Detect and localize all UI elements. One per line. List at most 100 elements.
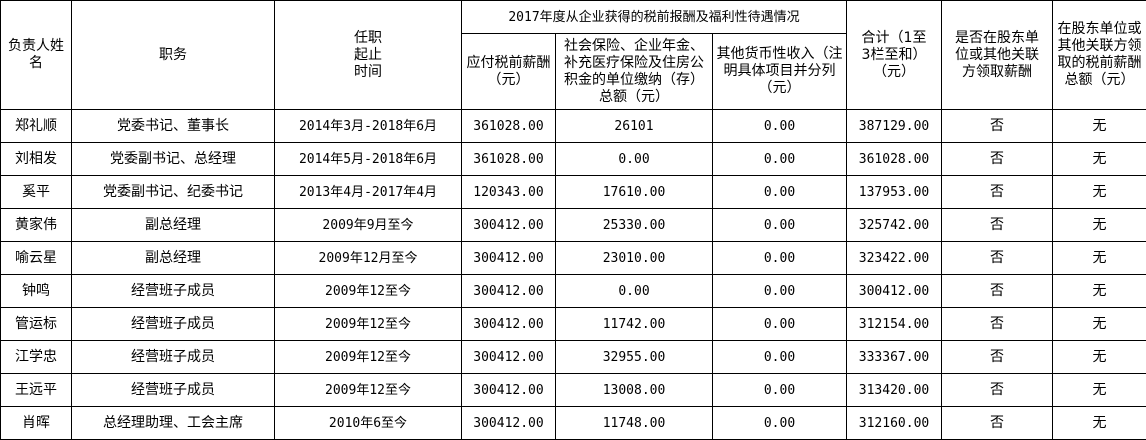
cell-name: 黄家伟: [0, 208, 72, 242]
header-total: 合计（1至3栏至和）（元）: [846, 0, 943, 110]
cell-name: 江学忠: [0, 340, 72, 374]
cell-shareholder: 否: [941, 406, 1054, 440]
cell-salary: 300412.00: [461, 406, 556, 440]
cell-salary: 361028.00: [461, 142, 556, 176]
cell-shareholder: 否: [941, 373, 1054, 407]
cell-total: 313420.00: [846, 373, 943, 407]
header-insurance: 社会保险、企业年金、补充医疗保险及住房公积金的单位缴纳（存）总额（元）: [555, 33, 713, 110]
cell-total: 387129.00: [846, 109, 943, 143]
header-name: 负责人姓名: [0, 0, 72, 110]
cell-other: 0.00: [711, 142, 848, 176]
cell-shareholder: 否: [941, 175, 1054, 209]
cell-amount: 无: [1052, 373, 1146, 407]
cell-term: 2014年5月-2018年6月: [274, 142, 462, 176]
cell-insurance: 0.00: [555, 142, 713, 176]
cell-other: 0.00: [711, 340, 848, 374]
cell-shareholder: 否: [941, 142, 1054, 176]
cell-position: 副总经理: [71, 241, 275, 275]
cell-shareholder: 否: [941, 241, 1054, 275]
cell-insurance: 26101: [555, 109, 713, 143]
cell-term: 2013年4月-2017年4月: [274, 175, 462, 209]
cell-term: 2009年12至今: [274, 340, 462, 374]
cell-other: 0.00: [711, 208, 848, 242]
cell-term: 2009年9月至今: [274, 208, 462, 242]
cell-insurance: 11742.00: [555, 307, 713, 341]
table-row: 钟鸣 经营班子成员 2009年12至今 300412.00 0.00 0.00 300412…: [0, 274, 1146, 308]
cell-other: 0.00: [711, 274, 848, 308]
table-row: 刘相发 党委副书记、总经理 2014年5月-2018年6月 361028.00 0.00…: [0, 142, 1146, 176]
cell-amount: 无: [1052, 274, 1146, 308]
table-row: 肖晖 总经理助理、工会主席 2010年6至今 300412.00 11748.00 0.0…: [0, 406, 1146, 440]
header-row: 负责人姓名 职务 任职起止时间 2017年度从企业获得的税前报酬及福利性待遇情况…: [0, 0, 1146, 110]
cell-other: 0.00: [711, 373, 848, 407]
header-salary: 应付税前薪酬（元）: [461, 33, 556, 110]
cell-other: 0.00: [711, 307, 848, 341]
cell-term: 2010年6至今: [274, 406, 462, 440]
cell-position: 总经理助理、工会主席: [71, 406, 275, 440]
cell-total: 312154.00: [846, 307, 943, 341]
cell-shareholder: 否: [941, 109, 1054, 143]
cell-shareholder: 否: [941, 340, 1054, 374]
cell-name: 刘相发: [0, 142, 72, 176]
cell-name: 郑礼顺: [0, 109, 72, 143]
cell-shareholder: 否: [941, 307, 1054, 341]
cell-amount: 无: [1052, 307, 1146, 341]
cell-shareholder: 否: [941, 208, 1054, 242]
header-other: 其他货币性收入（注明具体项目并分列（元）: [711, 33, 848, 110]
cell-insurance: 25330.00: [555, 208, 713, 242]
header-shareholder-amount: 在股东单位或其他关联方领取的税前薪酬总额（元）: [1052, 0, 1146, 110]
cell-insurance: 17610.00: [555, 175, 713, 209]
cell-name: 肖晖: [0, 406, 72, 440]
cell-position: 经营班子成员: [71, 274, 275, 308]
cell-position: 党委副书记、纪委书记: [71, 175, 275, 209]
cell-insurance: 0.00: [555, 274, 713, 308]
table-row: 管运标 经营班子成员 2009年12至今 300412.00 11742.00 0.00 3…: [0, 307, 1146, 341]
cell-amount: 无: [1052, 175, 1146, 209]
subheader-row: 应付税前薪酬（元） 社会保险、企业年金、补充医疗保险及住房公积金的单位缴纳（存）…: [1, 33, 1146, 110]
cell-shareholder: 否: [941, 274, 1054, 308]
header-group: 2017年度从企业获得的税前报酬及福利性待遇情况: [460, 0, 848, 34]
cell-salary: 300412.00: [461, 340, 556, 374]
cell-other: 0.00: [711, 406, 848, 440]
header-shareholder: 是否在股东单位或其他关联方领取薪酬: [941, 0, 1054, 110]
cell-salary: 300412.00: [461, 373, 556, 407]
header-term: 任职起止时间: [274, 0, 462, 110]
cell-term: 2009年12至今: [274, 307, 462, 341]
cell-total: 361028.00: [846, 142, 943, 176]
cell-name: 喻云星: [0, 241, 72, 275]
cell-amount: 无: [1052, 208, 1146, 242]
cell-term: 2009年12月至今: [274, 241, 462, 275]
cell-other: 0.00: [711, 175, 848, 209]
cell-salary: 300412.00: [461, 307, 556, 341]
cell-term: 2009年12至今: [274, 274, 462, 308]
cell-other: 0.00: [711, 109, 848, 143]
cell-salary: 361028.00: [461, 109, 556, 143]
cell-salary: 300412.00: [461, 208, 556, 242]
cell-amount: 无: [1052, 406, 1146, 440]
cell-total: 300412.00: [846, 274, 943, 308]
cell-amount: 无: [1052, 142, 1146, 176]
cell-salary: 120343.00: [461, 175, 556, 209]
cell-name: 管运标: [0, 307, 72, 341]
cell-insurance: 11748.00: [555, 406, 713, 440]
cell-insurance: 13008.00: [555, 373, 713, 407]
cell-position: 党委书记、董事长: [71, 109, 275, 143]
cell-amount: 无: [1052, 109, 1146, 143]
cell-total: 323422.00: [846, 241, 943, 275]
cell-other: 0.00: [711, 241, 848, 275]
cell-position: 党委副书记、总经理: [71, 142, 275, 176]
cell-salary: 300412.00: [461, 241, 556, 275]
table-row: 江学忠 经营班子成员 2009年12至今 300412.00 32955.00 0.00 3…: [0, 340, 1146, 374]
cell-term: 2014年3月-2018年6月: [274, 109, 462, 143]
table-row: 喻云星 副总经理 2009年12月至今 300412.00 23010.00 0.00 32…: [0, 241, 1146, 275]
header-position: 职务: [71, 0, 275, 110]
cell-total: 312160.00: [846, 406, 943, 440]
table-row: 王远平 经营班子成员 2009年12至今 300412.00 13008.00 0.00 3…: [0, 373, 1146, 407]
cell-total: 333367.00: [846, 340, 943, 374]
table-row: 黄家伟 副总经理 2009年9月至今 300412.00 25330.00 0.00 325…: [0, 208, 1146, 242]
cell-name: 钟鸣: [0, 274, 72, 308]
cell-insurance: 32955.00: [555, 340, 713, 374]
cell-salary: 300412.00: [461, 274, 556, 308]
cell-position: 经营班子成员: [71, 307, 275, 341]
